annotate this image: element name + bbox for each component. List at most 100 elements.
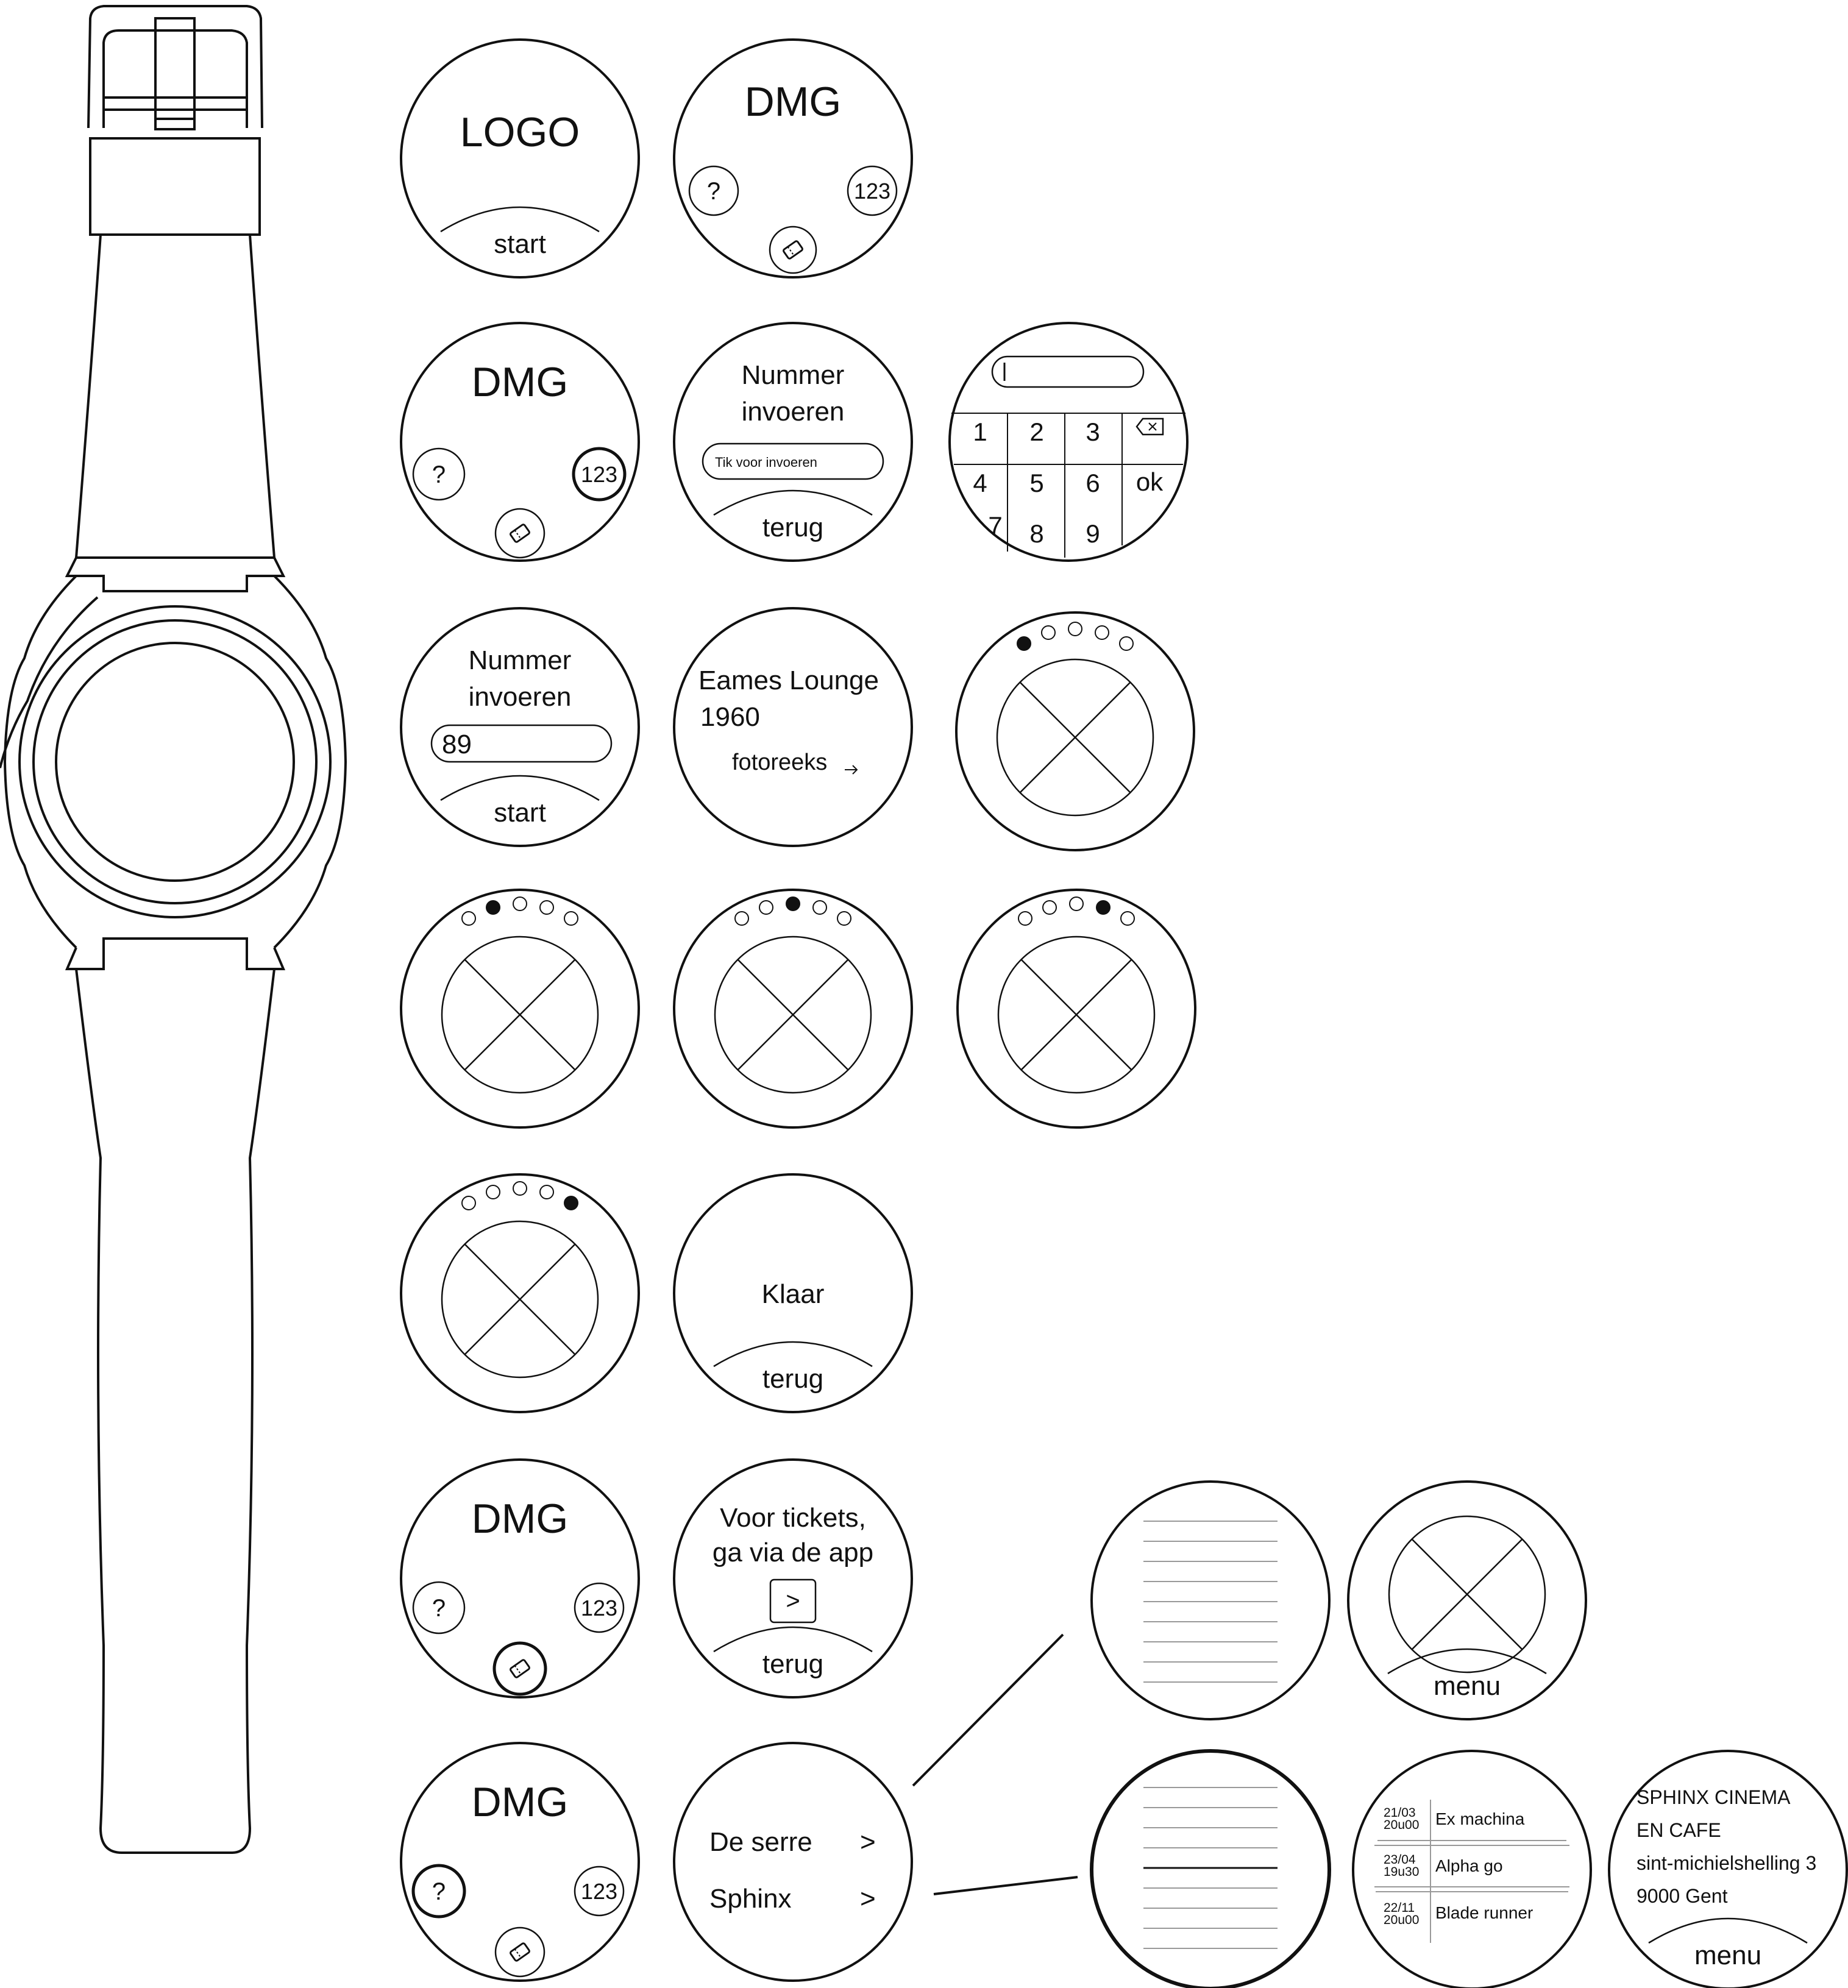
help-button-selected[interactable] xyxy=(411,1864,466,1919)
ticket-icon xyxy=(508,1942,531,1962)
page-dot[interactable] xyxy=(539,900,554,915)
tickets-button-selected[interactable] xyxy=(492,1641,547,1696)
number-icon: 123 xyxy=(581,462,617,487)
page-dot[interactable] xyxy=(564,911,578,926)
ok-key[interactable]: ok xyxy=(1136,467,1164,496)
watch-face xyxy=(400,889,640,1129)
watch-face xyxy=(1608,1750,1848,1988)
open-app-button[interactable] xyxy=(769,1578,817,1624)
schedule-title: Blade runner xyxy=(1435,1903,1533,1922)
backspace-key[interactable] xyxy=(1135,417,1164,436)
watch-face xyxy=(673,38,913,279)
number-input[interactable] xyxy=(702,442,884,480)
schedule-row[interactable]: 21/03 20u00 Ex machina xyxy=(1384,1806,1525,1832)
menu-button[interactable] xyxy=(1648,1917,1808,1944)
page-dot[interactable] xyxy=(734,911,749,926)
ticket-icon xyxy=(508,523,531,544)
key-4[interactable]: 4 xyxy=(973,469,987,497)
venue-address-street: sint-michielshelling 3 xyxy=(1637,1852,1816,1874)
screen-schedule: 21/03 20u00 Ex machina 23/04 19u30 Alpha… xyxy=(1352,1750,1592,1988)
number-button[interactable] xyxy=(574,1866,625,1917)
page-dot[interactable] xyxy=(513,1181,527,1196)
number-button[interactable] xyxy=(847,165,898,216)
number-icon: 123 xyxy=(581,1879,617,1904)
page-dot[interactable] xyxy=(513,896,527,911)
schedule-time: 20u00 xyxy=(1384,1818,1419,1832)
schedule-title: Ex machina xyxy=(1435,1809,1525,1828)
key-1[interactable]: 1 xyxy=(973,417,987,446)
number-button-selected[interactable] xyxy=(572,447,627,502)
screen-home-3: DMG ? 123 xyxy=(400,1458,640,1699)
tickets-button[interactable] xyxy=(494,1926,546,1978)
page-dot[interactable] xyxy=(1120,911,1135,926)
help-button[interactable] xyxy=(688,165,739,216)
number-input[interactable] xyxy=(430,724,613,763)
page-dot[interactable] xyxy=(812,900,827,915)
page-dot[interactable] xyxy=(461,911,476,926)
help-button[interactable] xyxy=(412,1581,466,1635)
page-dot[interactable] xyxy=(486,1185,500,1199)
number-input-placeholder: Tik voor invoeren xyxy=(715,455,817,470)
page-dot[interactable] xyxy=(1042,900,1057,915)
back-button[interactable] xyxy=(713,1341,873,1368)
key-2[interactable]: 2 xyxy=(1029,417,1043,446)
page-dot[interactable] xyxy=(786,896,800,911)
watch-face xyxy=(956,889,1196,1129)
back-button[interactable] xyxy=(713,1626,873,1653)
screen-artwork-info: Eames Lounge 1960 fotoreeks xyxy=(673,607,913,847)
key-9[interactable]: 9 xyxy=(1086,519,1100,548)
page-dot[interactable] xyxy=(1069,896,1084,911)
key-6[interactable]: 6 xyxy=(1086,469,1100,497)
app-title: DMG xyxy=(472,359,569,405)
start-button[interactable] xyxy=(440,206,600,233)
page-dots xyxy=(1018,896,1135,926)
back-button-label: terug xyxy=(762,1364,823,1394)
page-dot[interactable] xyxy=(1041,625,1056,640)
page-dot[interactable] xyxy=(486,900,500,915)
text-lines-placeholder xyxy=(1143,1521,1278,1683)
page-dot[interactable] xyxy=(1095,625,1109,640)
smartwatch-illustration xyxy=(0,5,347,1854)
page-dot[interactable] xyxy=(461,1196,476,1210)
menu-button[interactable] xyxy=(1387,1648,1547,1675)
page-dot[interactable] xyxy=(539,1185,554,1199)
app-title: DMG xyxy=(472,1779,569,1825)
number-button[interactable] xyxy=(574,1582,625,1633)
key-5[interactable]: 5 xyxy=(1029,469,1043,497)
help-button[interactable] xyxy=(412,447,466,501)
backspace-icon xyxy=(1135,417,1164,436)
venue-item-sphinx[interactable]: Sphinx > xyxy=(709,1884,876,1914)
page-dot[interactable] xyxy=(1017,636,1031,651)
page-dot[interactable] xyxy=(564,1196,578,1210)
schedule-row[interactable]: 23/04 19u30 Alpha go xyxy=(1384,1853,1503,1879)
page-dots xyxy=(734,896,851,926)
venue-item-de-serre[interactable]: De serre > xyxy=(709,1827,876,1857)
start-button[interactable] xyxy=(440,775,600,801)
tickets-button[interactable] xyxy=(494,508,546,559)
page-dot[interactable] xyxy=(1068,622,1082,636)
title-line1: Nummer xyxy=(742,360,845,390)
schedule-time: 20u00 xyxy=(1384,1913,1419,1927)
photo-series-link[interactable]: fotoreeks xyxy=(732,750,858,775)
venue-address-city: 9000 Gent xyxy=(1637,1885,1728,1907)
key-3[interactable]: 3 xyxy=(1086,417,1100,446)
page-dot[interactable] xyxy=(837,911,851,926)
key-8[interactable]: 8 xyxy=(1029,519,1043,548)
watch-face xyxy=(955,611,1195,851)
key-7[interactable]: 7 xyxy=(988,511,1002,540)
back-button[interactable] xyxy=(713,489,873,516)
watch-face xyxy=(673,607,913,847)
tickets-button[interactable] xyxy=(769,225,817,274)
schedule-row[interactable]: 22/11 20u00 Blade runner xyxy=(1384,1901,1533,1927)
help-icon: ? xyxy=(432,461,446,488)
page-dot[interactable] xyxy=(1119,636,1134,651)
page-dot[interactable] xyxy=(1096,900,1111,915)
watch-face xyxy=(1090,1480,1331,1720)
page-dot[interactable] xyxy=(1018,911,1032,926)
page-dot[interactable] xyxy=(759,900,773,915)
schedule-time: 19u30 xyxy=(1384,1865,1419,1879)
screen-text-list-1 xyxy=(1090,1480,1331,1720)
venue-name-line1: SPHINX CINEMA xyxy=(1637,1786,1791,1808)
screen-photo-1 xyxy=(955,611,1195,851)
